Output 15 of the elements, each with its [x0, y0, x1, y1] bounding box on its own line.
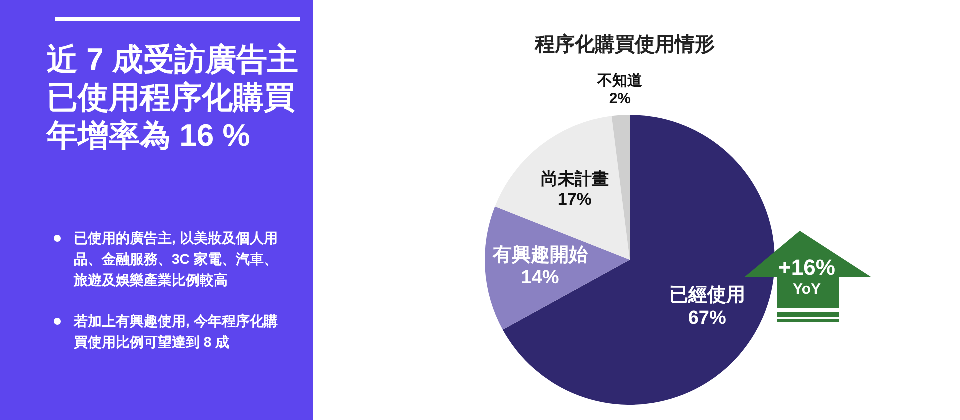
slice-label: 尚未計畫 — [540, 170, 609, 189]
pie-slice — [612, 115, 630, 260]
slice-label: 有興趣開始 — [492, 244, 589, 266]
text: 若加上有興趣使用, 今年程序化購買使用比例可望達到 8 成 — [74, 313, 278, 350]
data-label: 2% — [609, 90, 632, 108]
data-label: 67% — [688, 308, 726, 329]
slice-label: 不知道 — [596, 72, 644, 90]
text: +16% — [778, 255, 836, 281]
chart-title: 程序化購買使用情形 — [534, 32, 716, 58]
slice-label: 已經使用 — [669, 285, 746, 306]
data-label: 17% — [558, 190, 592, 210]
text: 近 7 成受訪廣告主已使用程序化購買年增率為 16 % — [47, 41, 300, 155]
text: YoY — [792, 281, 822, 299]
data-label: 14% — [521, 268, 560, 289]
text: 已使用的廣告主, 以美妝及個人用品、金融服務、3C 家電、汽車、旅遊及娛樂產業比例較高 — [74, 230, 278, 288]
